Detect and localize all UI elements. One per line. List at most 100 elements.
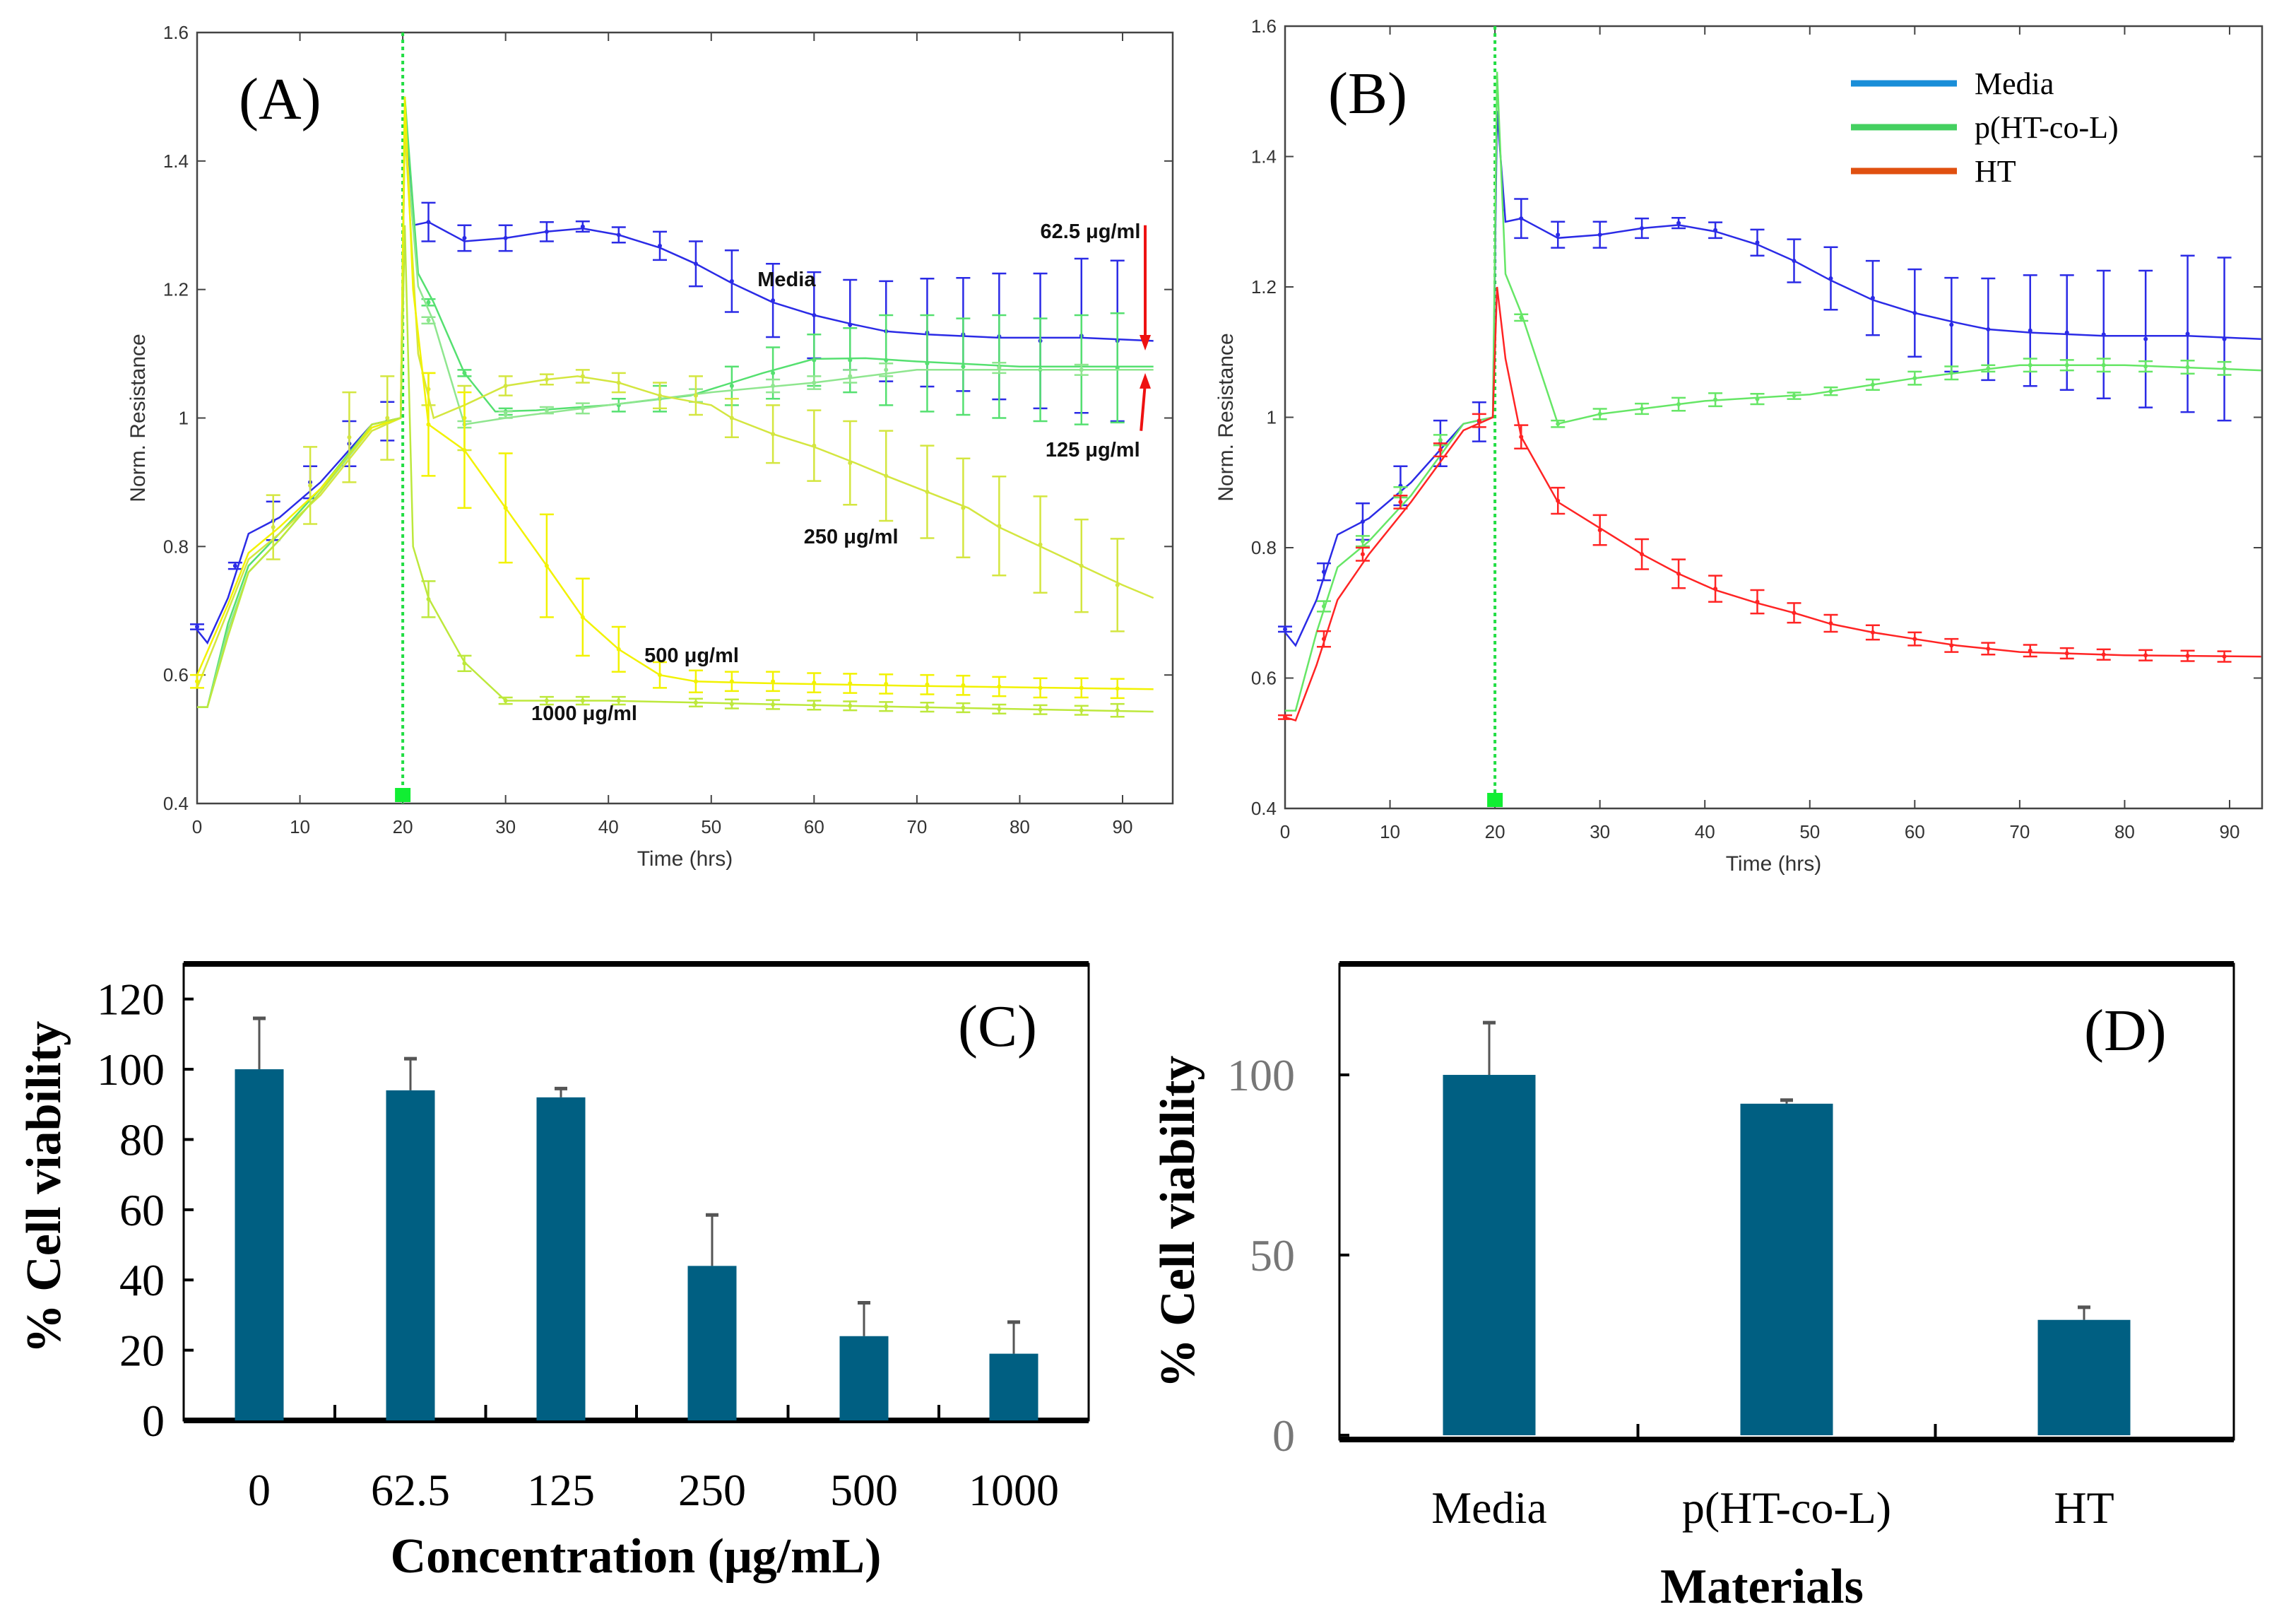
x-tick-label: 62.5: [371, 1465, 450, 1515]
data-point: [580, 224, 585, 229]
plot-frame: [196, 31, 1174, 805]
data-point: [658, 243, 662, 248]
data-point: [2064, 330, 2069, 335]
data-point: [580, 406, 585, 411]
data-point: [729, 384, 734, 389]
x-tick-label: HT: [2054, 1483, 2114, 1533]
data-point: [1079, 685, 1084, 690]
data-point: [544, 408, 549, 413]
data-point: [1755, 240, 1760, 245]
data-point: [658, 393, 662, 398]
x-tick-label: 30: [1590, 821, 1610, 842]
data-point: [616, 232, 621, 237]
data-point: [1360, 538, 1365, 543]
data-point: [1676, 220, 1681, 225]
panel-D: 0 50 100 Media p(HT-co-L) HT Materials % Cell v…: [1151, 961, 2235, 1614]
y-tick-label: 0.6: [163, 664, 189, 685]
data-point: [385, 416, 390, 420]
data-point: [2028, 328, 2032, 333]
data-point: [1870, 630, 1875, 635]
data-point: [693, 700, 698, 705]
x-tick-label: 50: [1799, 821, 1820, 842]
data-point: [1038, 707, 1043, 712]
x-axis-title: Time (hrs): [1726, 852, 1822, 876]
data-point: [1597, 232, 1602, 237]
data-point: [729, 702, 734, 707]
y-tick-label: 50: [1250, 1230, 1295, 1281]
x-axis-title: Concentration (μg/mL): [391, 1529, 882, 1584]
data-point: [729, 679, 734, 684]
data-point: [1597, 411, 1602, 416]
data-point: [195, 624, 199, 629]
series-line: [197, 96, 1154, 708]
data-point: [1640, 552, 1645, 557]
data-point: [693, 679, 698, 684]
y-tick-label: 100: [97, 1044, 165, 1095]
data-point: [1986, 646, 1991, 651]
data-point: [997, 707, 1002, 712]
legend-label: HT: [1975, 154, 2016, 189]
y-tick-label: 0.4: [1251, 798, 1277, 819]
data-point: [997, 524, 1002, 529]
data-point: [2185, 331, 2190, 336]
data-point: [2064, 651, 2069, 656]
data-point: [2143, 336, 2148, 341]
panel-label: (B): [1328, 61, 1407, 126]
data-point: [503, 384, 508, 389]
data-point: [961, 683, 966, 688]
data-point: [812, 702, 817, 707]
data-point: [1283, 714, 1287, 719]
data-point: [544, 229, 549, 234]
data-point: [848, 681, 853, 685]
x-tick-label: 20: [1485, 821, 1505, 842]
data-point: [426, 422, 431, 427]
bar: [536, 1097, 586, 1420]
data-point: [616, 698, 621, 703]
data-point: [961, 705, 966, 710]
data-point: [961, 505, 966, 510]
x-tick-label: 250: [678, 1465, 746, 1515]
panel-label: (C): [958, 994, 1037, 1059]
data-point: [1079, 708, 1084, 713]
data-point: [812, 681, 817, 685]
series-p-ht-co-l-: [1285, 71, 2261, 712]
bar: [235, 1069, 284, 1420]
data-point: [848, 461, 853, 466]
y-axis-title: Norm. Resistance: [1214, 333, 1238, 501]
data-point: [1828, 621, 1833, 626]
data-point: [426, 318, 431, 323]
data-point: [884, 367, 889, 372]
panel-A: 0 10 20 30 40 50 60 70 80 90 0.4 0.6 0.8 1 1.2 1.4 1.6 Ti…: [126, 22, 1174, 871]
data-point: [771, 384, 776, 389]
data-point: [1828, 389, 1833, 394]
data-point: [1438, 437, 1443, 442]
data-point: [1438, 447, 1443, 452]
data-point: [884, 704, 889, 709]
data-point: [2185, 365, 2190, 370]
data-point: [1713, 587, 1718, 591]
y-tick-label: 1.2: [163, 279, 189, 300]
data-point: [812, 380, 817, 385]
y-tick-label: 0.8: [1251, 537, 1277, 558]
bar: [2037, 1319, 2131, 1435]
data-point: [2101, 363, 2106, 367]
data-point: [1676, 571, 1681, 576]
data-point: [1949, 322, 1954, 327]
data-point: [580, 698, 585, 703]
data-point: [848, 703, 853, 708]
data-point: [347, 435, 352, 440]
data-point: [462, 661, 467, 666]
data-point: [1949, 643, 1954, 648]
data-point: [848, 374, 853, 379]
data-point: [1676, 402, 1681, 407]
y-tick-label: 1.2: [1251, 276, 1277, 298]
plot-frame: [1284, 25, 2264, 810]
data-point: [544, 698, 549, 703]
data-point: [1556, 421, 1561, 426]
data-point: [1986, 366, 1991, 371]
data-point: [812, 313, 817, 318]
data-point: [2101, 652, 2106, 657]
data-point: [1519, 435, 1524, 440]
data-point: [2028, 648, 2032, 653]
series-line: [197, 225, 1154, 713]
